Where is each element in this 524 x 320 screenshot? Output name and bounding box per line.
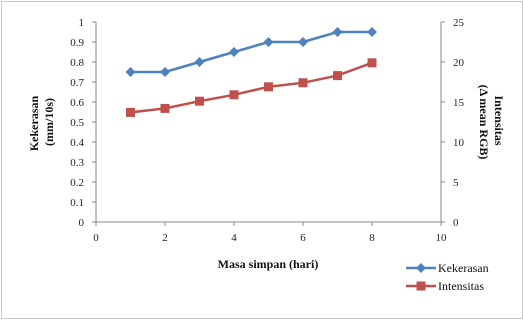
y-left-tick-label: 1: [79, 17, 85, 29]
y-right-tick-label: 15: [453, 97, 465, 109]
legend-marker-intensitas: [416, 281, 426, 291]
data-point-intensitas: [298, 78, 308, 88]
y-left-tick-label: 0.8: [70, 57, 84, 69]
legend: Kekerasan Intensitas: [406, 261, 489, 293]
x-tick-label: 0: [93, 232, 99, 244]
y-left-tick-label: 0.7: [70, 77, 84, 89]
series-line-kekerasan: [130, 30, 372, 74]
data-point-kekerasan: [229, 47, 239, 57]
y-left-tick-label: 0.6: [70, 97, 84, 109]
y-right-axis-label-line2: (Δ mean RGB): [477, 85, 491, 160]
data-point-intensitas: [160, 103, 170, 113]
x-tick-label: 8: [369, 232, 375, 244]
data-point-kekerasan: [125, 67, 136, 77]
data-point-intensitas: [333, 71, 342, 81]
data-point-intensitas: [195, 96, 204, 106]
tick-group: 0 2 4 6 8 1000.10.20.30.40.50.60.70.80.910510…: [70, 17, 464, 244]
x-tick-label: 4: [231, 232, 237, 244]
y-left-axis-label-line1: Kekerasan: [27, 96, 41, 152]
x-tick-label: 6: [300, 232, 306, 244]
series-group: [125, 27, 377, 117]
y-left-axis-label-line2: (mm/10s): [42, 98, 56, 146]
y-right-axis-label: Intensitas (Δ mean RGB): [477, 85, 506, 160]
data-point-kekerasan: [298, 37, 308, 47]
y-left-tick-label: 0.9: [70, 37, 84, 49]
y-left-tick-label: 0.5: [70, 117, 84, 129]
y-right-tick-label: 5: [453, 177, 459, 189]
y-left-tick-label: 0: [79, 217, 85, 229]
legend-label-intensitas: Intensitas: [438, 279, 484, 293]
data-point-intensitas: [367, 58, 377, 68]
legend-marker-kekerasan: [416, 263, 426, 273]
y-right-tick-label: 25: [453, 17, 465, 29]
series-line-intensitas: [130, 61, 373, 114]
x-axis-label: Masa simpan (hari): [218, 257, 319, 271]
axes: [95, 22, 442, 223]
y-right-tick-label: 10: [453, 137, 465, 149]
y-left-tick-label: 0.1: [70, 197, 84, 209]
x-tick-label: 2: [162, 232, 168, 244]
data-point-kekerasan: [332, 27, 343, 37]
y-right-tick-label: 0: [453, 217, 459, 229]
y-right-tick-label: 20: [453, 57, 465, 69]
y-right-axis-label-line1: Intensitas: [492, 95, 506, 145]
data-point-kekerasan: [194, 57, 205, 67]
data-point-intensitas: [229, 90, 239, 100]
data-point-kekerasan: [263, 37, 274, 47]
x-tick-label: 10: [436, 232, 448, 244]
y-left-tick-label: 0.2: [70, 177, 84, 189]
y-left-tick-label: 0.3: [70, 157, 84, 169]
legend-label-kekerasan: Kekerasan: [438, 261, 489, 275]
data-point-intensitas: [126, 107, 135, 117]
data-point-kekerasan: [367, 27, 377, 37]
y-left-axis-label: Kekerasan (mm/10s): [27, 93, 56, 151]
data-point-kekerasan: [160, 67, 170, 77]
y-left-tick-label: 0.4: [70, 137, 84, 149]
data-point-intensitas: [264, 82, 273, 92]
